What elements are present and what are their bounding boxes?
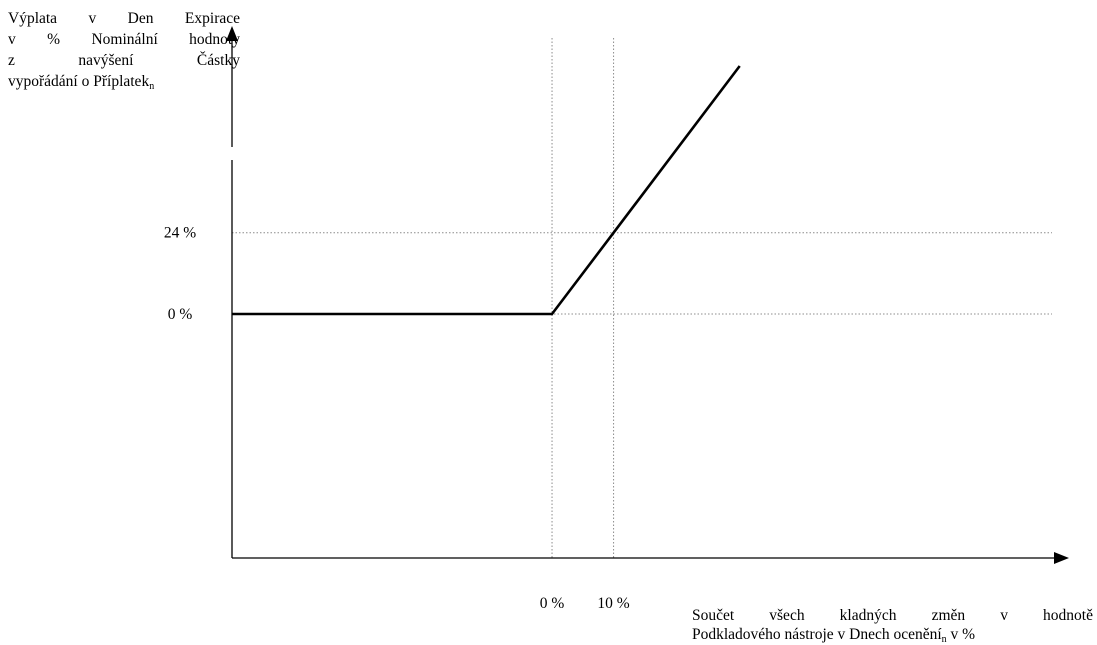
x-axis-label-line-2: Podkladového nástroje v Dnech oceněnín v… <box>692 625 1093 645</box>
payoff-series <box>232 65 741 316</box>
x-tick-label: 0 % <box>540 595 565 612</box>
reference-grid <box>232 38 1052 558</box>
y-tick-label: 0 % <box>168 306 193 323</box>
y-axis-arrowhead <box>226 26 238 41</box>
y-axis-label-line-3: z navýšení Částky <box>8 52 240 69</box>
y-axis-label-line-4-text: vypořádání o Příplatek <box>8 73 150 90</box>
y-axis-label: Výplata v Den Expirace v % Nominální hod… <box>8 8 240 92</box>
x-axis-label-line-2-text: Podkladového nástroje v Dnech ocenění <box>692 626 942 643</box>
y-axis-label-subscript: n <box>149 81 155 92</box>
x-axis-label-line-1: Součet všech kladných změn v hodnotě <box>692 607 1093 624</box>
x-axis-arrowhead <box>1054 552 1069 564</box>
y-axis-label-line-2: v % Nominální hodnoty <box>8 31 240 48</box>
x-axis-label: Součet všech kladných změn v hodnotě Pod… <box>692 606 1093 645</box>
x-tick-label: 10 % <box>597 595 629 612</box>
x-axis-label-subscript: n <box>941 634 947 645</box>
y-axis-label-line-1: Výplata v Den Expirace <box>8 10 240 27</box>
tick-labels: 0 % 10 % 24 % 0 % <box>164 225 630 612</box>
y-axis-label-line-4: vypořádání o Příplatekn <box>8 71 240 92</box>
payoff-line <box>232 65 741 316</box>
axes <box>226 26 1069 564</box>
y-tick-label: 24 % <box>164 225 196 242</box>
x-axis-label-line-2-unit: v % <box>946 626 976 643</box>
